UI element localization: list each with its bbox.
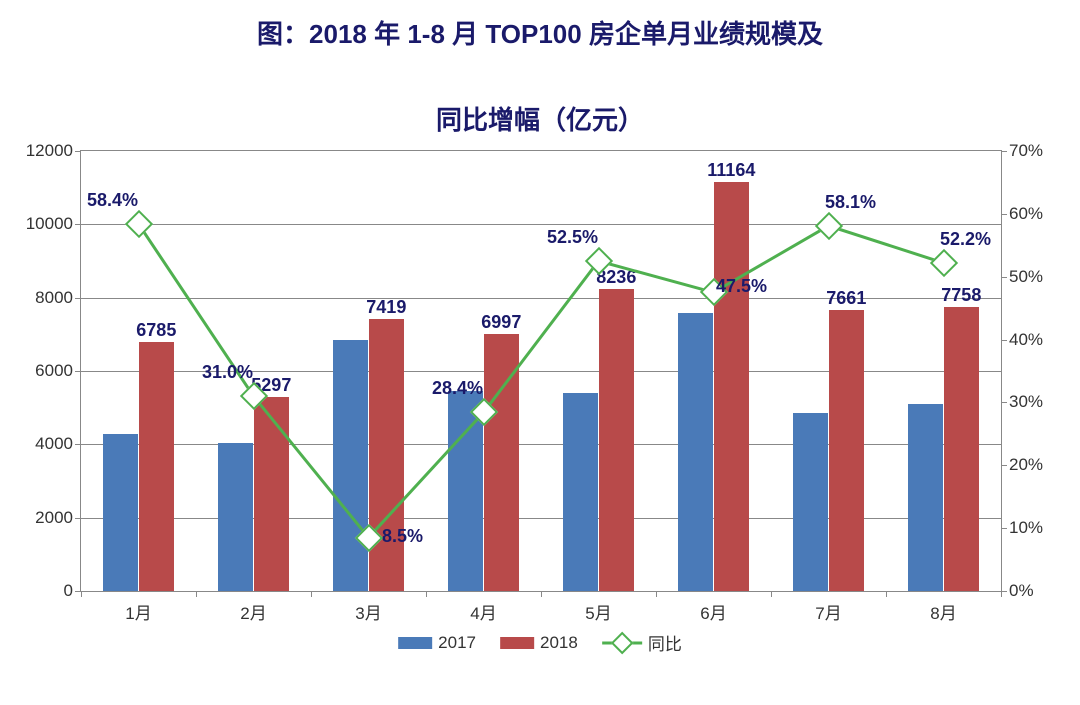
legend-item: 同比 bbox=[602, 630, 682, 655]
x-tick-label: 3月 bbox=[355, 591, 381, 624]
chart-title-line2: 同比增幅（亿元） bbox=[0, 100, 1080, 137]
y-left-tick-label: 4000 bbox=[13, 434, 81, 454]
y-left-tick-label: 0 bbox=[13, 581, 81, 601]
y-right-tick-label: 10% bbox=[1001, 518, 1069, 538]
tickmark-bottom bbox=[196, 591, 197, 597]
tickmark-bottom bbox=[886, 591, 887, 597]
y-left-tick-label: 6000 bbox=[13, 361, 81, 381]
y-right-tick-label: 20% bbox=[1001, 455, 1069, 475]
y-left-tick-label: 2000 bbox=[13, 508, 81, 528]
legend: 2017 2018 同比 bbox=[398, 630, 682, 655]
y-right-tick-label: 30% bbox=[1001, 392, 1069, 412]
y-left-tick-label: 12000 bbox=[13, 141, 81, 161]
legend-label: 2018 bbox=[540, 633, 578, 653]
x-tick-label: 2月 bbox=[240, 591, 266, 624]
x-tick-label: 4月 bbox=[470, 591, 496, 624]
tickmark-bottom bbox=[81, 591, 82, 597]
y-left-tick-label: 10000 bbox=[13, 214, 81, 234]
y-right-tick-label: 40% bbox=[1001, 330, 1069, 350]
x-tick-label: 1月 bbox=[125, 591, 151, 624]
plot-area: 0200040006000800010000120000%10%20%30%40… bbox=[80, 150, 1002, 592]
legend-item: 2017 bbox=[398, 633, 476, 653]
tickmark-bottom bbox=[771, 591, 772, 597]
legend-label: 同比 bbox=[648, 630, 682, 655]
yoy-data-label: 28.4% bbox=[432, 378, 483, 399]
tickmark-bottom bbox=[1001, 591, 1002, 597]
yoy-data-label: 52.5% bbox=[547, 227, 598, 248]
legend-swatch-icon bbox=[398, 637, 432, 649]
chart-title-line1: 图：2018 年 1-8 月 TOP100 房企单月业绩规模及 bbox=[0, 14, 1080, 51]
y-right-tick-label: 60% bbox=[1001, 204, 1069, 224]
yoy-data-label: 58.4% bbox=[87, 190, 138, 211]
x-tick-label: 6月 bbox=[700, 591, 726, 624]
yoy-data-label: 58.1% bbox=[825, 192, 876, 213]
y-right-tick-label: 50% bbox=[1001, 267, 1069, 287]
yoy-data-label: 8.5% bbox=[382, 526, 423, 547]
yoy-data-label: 47.5% bbox=[716, 276, 767, 297]
legend-item: 2018 bbox=[500, 633, 578, 653]
y-left-tick-label: 8000 bbox=[13, 288, 81, 308]
y-right-tick-label: 0% bbox=[1001, 581, 1069, 601]
tickmark-bottom bbox=[311, 591, 312, 597]
tickmark-bottom bbox=[656, 591, 657, 597]
tickmark-bottom bbox=[541, 591, 542, 597]
y-right-tick-label: 70% bbox=[1001, 141, 1069, 161]
legend-swatch-icon bbox=[500, 637, 534, 649]
yoy-data-label: 31.0% bbox=[202, 362, 253, 383]
x-tick-label: 8月 bbox=[930, 591, 956, 624]
chart-root: 图：2018 年 1-8 月 TOP100 房企单月业绩规模及 同比增幅（亿元）… bbox=[0, 0, 1080, 705]
x-tick-label: 5月 bbox=[585, 591, 611, 624]
x-tick-label: 7月 bbox=[815, 591, 841, 624]
yoy-data-label: 52.2% bbox=[940, 229, 991, 250]
tickmark-bottom bbox=[426, 591, 427, 597]
legend-line-icon bbox=[602, 635, 642, 651]
legend-label: 2017 bbox=[438, 633, 476, 653]
